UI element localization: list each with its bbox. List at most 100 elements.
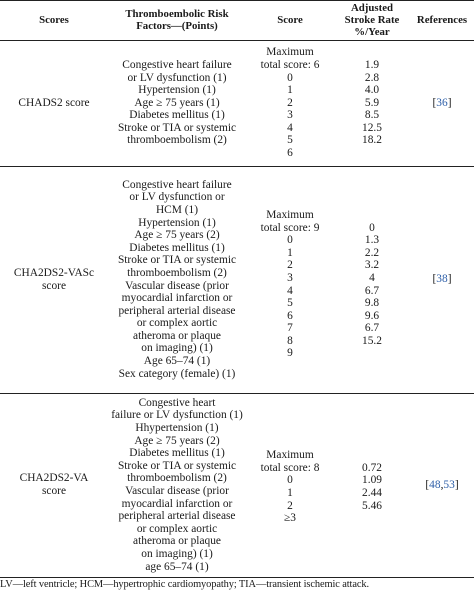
cell-line — [371, 209, 374, 222]
cell-line: atheroma or plaque — [133, 535, 221, 548]
cell-line: 0 — [369, 221, 375, 234]
cell-line: 8 — [287, 334, 293, 347]
header-stroke-rate-line: Stroke Rate — [344, 14, 400, 26]
reference-link[interactable]: [38] — [433, 273, 452, 286]
cell-line: 3.2 — [364, 259, 380, 272]
cell-line: 2 — [287, 499, 293, 512]
cell-line: 1 — [287, 487, 293, 499]
cell-line: thromboembolism (2) — [127, 472, 227, 485]
cell-line: 5.46 — [362, 499, 382, 512]
header-risk-factors-line: Factors—(Points) — [136, 20, 218, 32]
header-scores-text: Scores — [39, 14, 69, 26]
ref-number[interactable]: 36 — [436, 96, 448, 109]
cell-line: 2.44 — [362, 487, 382, 499]
cell-line: on imaging) (1) — [141, 342, 213, 355]
cell-line: age 65–74 (1) — [145, 560, 209, 573]
header-stroke-rate: Adjusted Stroke Rate %/Year — [334, 0, 410, 40]
cell-line: thromboembolism (2) — [127, 266, 227, 279]
cell-line: 2.8 — [364, 71, 380, 84]
header-risk-factors-text: Thromboembolic Risk Factors—(Points) — [125, 8, 228, 32]
cell-line: or LV dysfunction or — [129, 191, 225, 204]
cell-line: 3 — [287, 109, 293, 122]
cell-line: ≥3 — [284, 512, 296, 525]
cell-line — [371, 512, 374, 525]
cell-line: Sex category (female) (1) — [118, 367, 236, 380]
cell-line: Maximum — [266, 46, 314, 59]
header-risk-factors: Thromboembolic Risk Factors—(Points) — [108, 0, 246, 40]
cell-line: Hypertension (1) — [138, 216, 216, 229]
cell-line: atheroma or plaque — [133, 329, 221, 342]
cell-line: 6 — [287, 147, 293, 160]
cell-line: 0 — [287, 474, 293, 487]
cell-line: Congestive heart — [138, 396, 216, 409]
ref-number[interactable]: 53 — [443, 478, 455, 491]
cell-line: CHA2DS2-VASc — [13, 266, 95, 279]
ref-number[interactable]: 38 — [436, 273, 448, 286]
table-bottom-rule — [0, 577, 474, 578]
score-name: CHADS2 score — [18, 96, 90, 109]
cell-line: Diabetes mellitus (1) — [129, 447, 225, 460]
cell-line: Maximum — [266, 449, 314, 462]
cell-line: Diabetes mellitus (1) — [129, 109, 225, 122]
cell-line: 1.09 — [362, 474, 382, 487]
cell-line: 8.5 — [364, 109, 380, 122]
cell-line: Age ≥ 75 years (2) — [134, 434, 220, 447]
cell-line: Age 65–74 (1) — [143, 355, 211, 368]
cell-line: 5.9 — [364, 96, 380, 109]
cell-line: score — [41, 279, 67, 292]
score-points-cell: Maximum total score: 8 0 1 2 ≥3 — [246, 394, 334, 576]
header-stroke-rate-line: %/Year — [354, 26, 390, 38]
cell-line: 7 — [287, 322, 293, 335]
cell-line: Hhypertension (1) — [135, 422, 219, 435]
stroke-rate-cell: 0 1.3 2.2 3.2 4 6.7 9.8 9.6 6.7 15.2 — [334, 167, 410, 392]
cell-line: or LV dysfunction (1) — [127, 71, 227, 84]
cell-line: 3 — [287, 271, 293, 284]
cell-line: 6.7 — [364, 284, 380, 297]
cell-line: peripheral arterial disease — [118, 510, 236, 523]
cell-line: 6.7 — [364, 322, 380, 335]
reference-link[interactable]: [36] — [433, 97, 452, 110]
cell-line: failure or LV dysfunction (1) — [111, 409, 243, 422]
header-score-text: Score — [277, 14, 303, 26]
cell-line: 9.8 — [364, 297, 380, 310]
header-bottom-rule — [0, 40, 474, 41]
table-row: CHA2DS2-VASc score Congestive heart failu… — [0, 167, 474, 392]
ref-bracket: [ — [425, 478, 430, 491]
cell-line: 1.9 — [364, 58, 380, 71]
risk-factors-cell: Congestive heart failure or LV dysfunctio… — [108, 167, 246, 392]
score-name-cell: CHADS2 score — [0, 41, 108, 165]
cell-line — [371, 449, 374, 462]
cell-line: 9.6 — [364, 309, 380, 322]
score-name-cell: CHA2DS2-VA score — [0, 394, 108, 576]
cell-line: 5 — [287, 134, 293, 147]
cell-line: 18.2 — [362, 134, 382, 147]
cell-line: or complex aortic — [136, 522, 218, 535]
cell-line: Stroke or TIA or systemic — [117, 254, 237, 267]
cell-line: 1.3 — [364, 234, 380, 247]
table-header: Scores Thromboembolic Risk Factors—(Point… — [0, 0, 474, 40]
header-references: References — [410, 0, 474, 40]
cell-line: 0 — [287, 71, 293, 84]
ref-number[interactable]: 48 — [429, 478, 441, 491]
cell-line: 1 — [287, 246, 293, 259]
cell-line: Age ≥ 75 years (2) — [134, 229, 220, 242]
ref-bracket: [ — [432, 96, 437, 109]
cell-line: 2.2 — [364, 246, 380, 259]
cell-line: thromboembolism (2) — [127, 134, 227, 147]
cell-line: 4.0 — [364, 84, 380, 97]
cell-line: 2 — [287, 259, 293, 272]
ref-bracket: ] — [454, 478, 459, 491]
references-cell: [36] — [410, 41, 474, 165]
cell-line: Maximum — [266, 208, 314, 221]
header-stroke-rate-line: Adjusted — [351, 2, 393, 14]
cell-line: 4 — [287, 284, 293, 297]
cell-line: 6 — [287, 309, 293, 322]
cell-line: 1 — [287, 84, 293, 97]
table-row: CHADS2 score Congestive heart failure or … — [0, 41, 474, 165]
reference-link[interactable]: [48,53] — [425, 479, 458, 492]
stroke-rate-cell: 0.72 1.09 2.44 5.46 — [334, 394, 410, 576]
cell-line: 15.2 — [362, 334, 382, 347]
cell-line: total score: 8 — [260, 461, 320, 474]
